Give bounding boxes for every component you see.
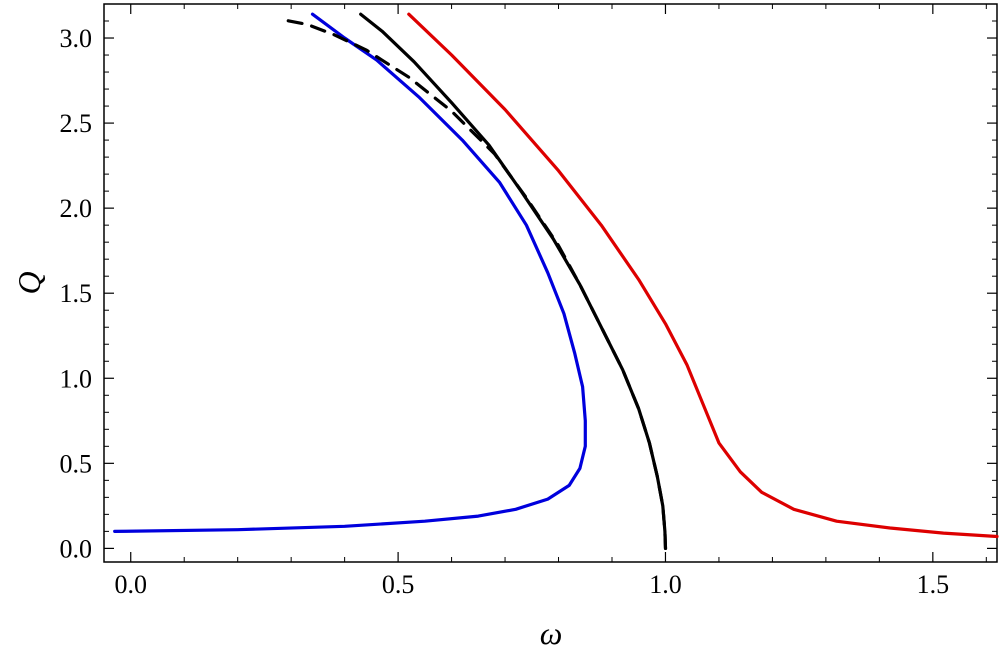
y-tick-label: 0.0 xyxy=(60,534,93,563)
y-tick-label: 3.0 xyxy=(60,24,93,53)
series-line-0 xyxy=(113,12,587,534)
x-tick-label: 1.5 xyxy=(917,570,950,599)
series-layer xyxy=(113,12,999,551)
series-line-1 xyxy=(359,12,668,551)
y-tick-label: 1.0 xyxy=(60,364,93,393)
y-tick-label: 1.5 xyxy=(60,279,93,308)
y-tick-label: 2.5 xyxy=(60,109,93,138)
x-tick-label: 1.0 xyxy=(649,570,682,599)
x-tick-label: 0.0 xyxy=(114,570,147,599)
series-line-2 xyxy=(278,17,668,551)
y-tick-label: 2.0 xyxy=(60,194,93,223)
series-line-3 xyxy=(407,12,999,539)
y-tick-label: 0.5 xyxy=(60,449,93,478)
plot-frame xyxy=(103,3,998,563)
y-axis-label: Q xyxy=(11,271,47,294)
x-axis-label: ω xyxy=(540,615,563,650)
x-tick-label: 0.5 xyxy=(382,570,415,599)
tick-layer: 0.0 0.5 1.0 1.5 0.0 0.5 1.0 1.5 2.0 2.5 3.0 xyxy=(60,3,997,599)
